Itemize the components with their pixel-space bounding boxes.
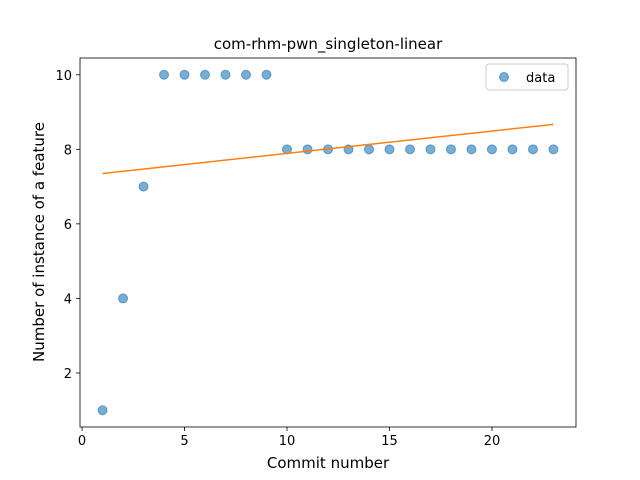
x-axis: 0 5 10 15 20 [78,427,500,449]
legend-label: data [526,71,555,86]
fit-line [102,123,554,175]
chart-title: com-rhm-pwn_singleton-linear [214,35,443,54]
legend-marker [499,72,509,82]
data-point [118,293,129,304]
legend: data [485,63,569,91]
data-point [507,144,518,155]
legend-box [485,63,569,91]
data-point [241,69,252,80]
plot-area [79,57,577,428]
x-axis-label: Commit number [267,454,390,472]
data-point [527,144,538,155]
y-axis-label: Number of instance of a feature [30,122,48,362]
plot-frame [79,57,577,428]
x-tick-label: 10 [279,434,296,449]
data-point [220,69,231,80]
x-tick-label: 15 [381,434,398,449]
y-axis: 2 4 6 8 10 [55,69,80,382]
data-point [363,144,374,155]
data-point [302,144,313,155]
data-point [425,144,436,155]
data-point [261,69,272,80]
data-point [384,144,395,155]
y-tick-label: 2 [64,367,72,382]
y-tick-label: 10 [55,69,72,84]
data-point [466,144,477,155]
data-point [404,144,415,155]
data-point [179,69,190,80]
data-point [200,69,211,80]
data-point [486,144,497,155]
x-tick-label: 0 [78,434,86,449]
data-point [548,144,559,155]
x-tick-label: 5 [180,434,188,449]
y-tick-label: 8 [64,143,72,158]
data-point [445,144,456,155]
x-tick-label: 20 [484,434,501,449]
data-point [138,181,149,192]
data-point [97,405,108,416]
y-tick-label: 6 [64,218,72,233]
data-point [159,69,170,80]
y-tick-label: 4 [64,292,72,307]
